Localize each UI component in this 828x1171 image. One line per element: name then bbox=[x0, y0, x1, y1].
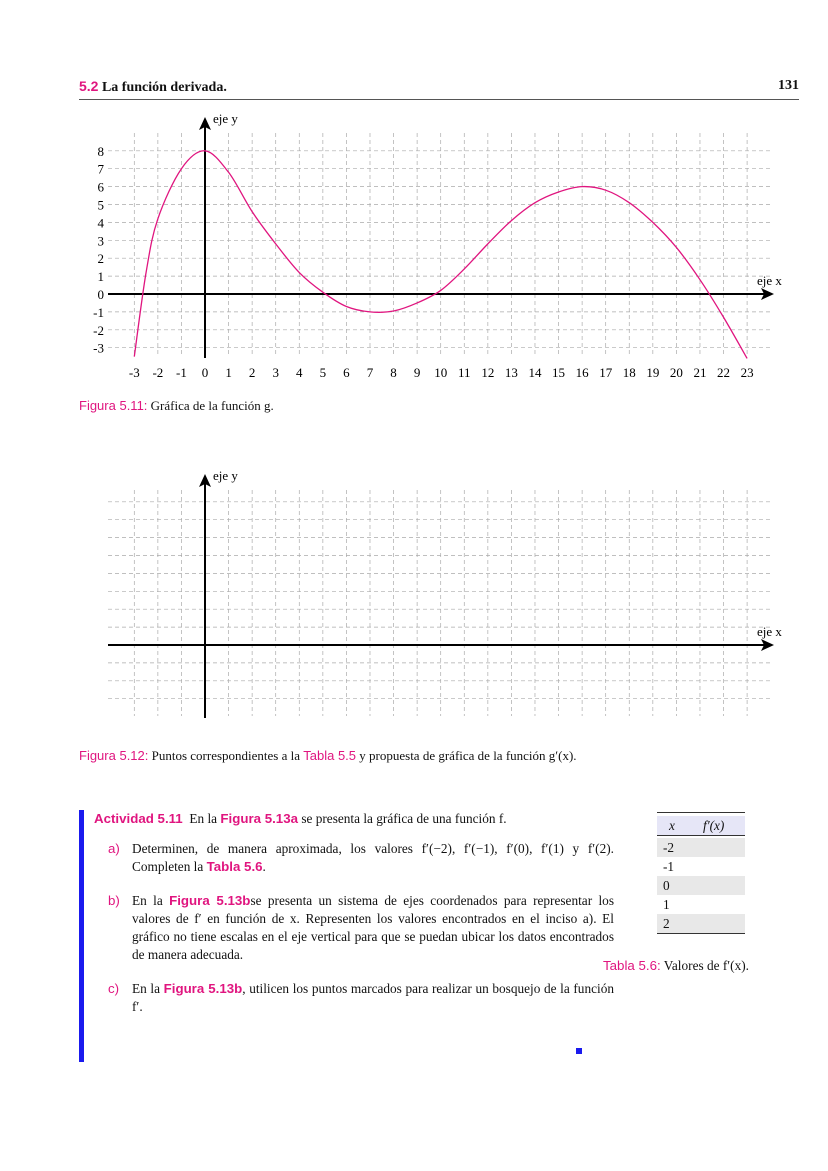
x-axis-arrow-icon bbox=[761, 639, 774, 651]
item-label: a) bbox=[108, 841, 120, 856]
table-header: x f′(x) bbox=[657, 816, 745, 836]
x-tick-label: 19 bbox=[646, 365, 659, 380]
activity-item: c) En la Figura 5.13b, utilicen los punto… bbox=[94, 980, 614, 1016]
x-tick-label: 11 bbox=[458, 365, 471, 380]
x-tick-label: -3 bbox=[129, 365, 140, 380]
caption-text: Puntos correspondientes a la bbox=[151, 748, 301, 763]
y-tick-label: 0 bbox=[98, 287, 105, 302]
y-tick-label: -2 bbox=[93, 323, 104, 338]
x-tick-label: 16 bbox=[576, 365, 590, 380]
x-tick-label: 12 bbox=[481, 365, 494, 380]
item-label: b) bbox=[108, 893, 120, 908]
x-tick-label: 2 bbox=[249, 365, 256, 380]
function-g-curve bbox=[133, 150, 748, 359]
x-tick-label: 22 bbox=[717, 365, 730, 380]
activity-intro: Actividad 5.11 En la Figura 5.13a se pre… bbox=[94, 810, 614, 828]
y-tick-label: 5 bbox=[98, 198, 105, 213]
x-tick-label: 21 bbox=[693, 365, 706, 380]
x-tick-label: 0 bbox=[202, 365, 209, 380]
figure-label: Figura 5.11: bbox=[79, 398, 148, 413]
x-tick-label: 10 bbox=[434, 365, 447, 380]
y-axis-arrow-icon bbox=[199, 117, 211, 130]
y-tick-label: 7 bbox=[98, 162, 105, 177]
activity-title: Actividad 5.11 bbox=[94, 811, 183, 826]
col-x: x bbox=[669, 818, 675, 833]
text: . bbox=[262, 859, 266, 874]
table-row: -1 bbox=[663, 859, 675, 874]
figure-label: Figura 5.12: bbox=[79, 748, 149, 763]
section-number: 5.2 bbox=[79, 78, 99, 94]
x-tick-label: 15 bbox=[552, 365, 565, 380]
end-of-activity-mark bbox=[576, 1048, 582, 1054]
table-label: Tabla 5.6: bbox=[603, 958, 661, 973]
x-tick-label: 6 bbox=[343, 365, 350, 380]
figure-empty-axes: eje x eje y bbox=[108, 468, 782, 718]
activity-item: b) En la Figura 5.13bse presenta un siste… bbox=[94, 892, 614, 964]
text: En la bbox=[132, 893, 163, 908]
caption-text: Valores de f′(x). bbox=[663, 958, 750, 973]
text: , utilicen los puntos marcados para real… bbox=[132, 981, 614, 1014]
y-tick-label: -1 bbox=[93, 305, 104, 320]
activity-box: Actividad 5.11 En la Figura 5.13a se pre… bbox=[79, 810, 614, 1062]
ref-link[interactable]: Tabla 5.6 bbox=[206, 859, 263, 874]
text: En la bbox=[132, 981, 160, 996]
ref-link[interactable]: Figura 5.13b bbox=[163, 981, 243, 996]
x-tick-label: 3 bbox=[272, 365, 279, 380]
text: se presenta la gráfica de una función f. bbox=[301, 811, 507, 826]
y-tick-label: -3 bbox=[93, 341, 104, 356]
x-tick-label: 7 bbox=[367, 365, 374, 380]
y-tick-label: 8 bbox=[98, 144, 105, 159]
x-axis-arrow-icon bbox=[761, 288, 774, 300]
col-fprime: f′(x) bbox=[703, 818, 725, 833]
table-row: -2 bbox=[657, 838, 745, 857]
text: se presenta un sistema de ejes coordenad… bbox=[132, 893, 614, 962]
y-tick-label: 3 bbox=[98, 233, 105, 248]
y-axis-label: eje y bbox=[213, 468, 238, 483]
y-axis-label: eje y bbox=[213, 111, 238, 126]
caption-text: y propuesta de gráfica de la función g′(… bbox=[359, 748, 577, 763]
x-tick-label: 18 bbox=[623, 365, 636, 380]
y-tick-label: 1 bbox=[98, 269, 105, 284]
x-tick-label: 4 bbox=[296, 365, 303, 380]
caption-text: Gráfica de la función g. bbox=[150, 398, 274, 413]
figure2-caption: Figura 5.12: Puntos correspondientes a l… bbox=[79, 748, 577, 764]
ref-link[interactable]: Figura 5.13b bbox=[169, 893, 251, 908]
x-tick-label: 1 bbox=[225, 365, 232, 380]
table-row: 1 bbox=[663, 897, 670, 912]
y-tick-label: 6 bbox=[98, 180, 105, 195]
item-label: c) bbox=[108, 981, 120, 996]
figure-ref-link[interactable]: Figura 5.13a bbox=[220, 811, 298, 826]
figure1-caption: Figura 5.11: Gráfica de la función g. bbox=[79, 398, 274, 414]
page-number: 131 bbox=[778, 78, 799, 93]
table-ref-link[interactable]: Tabla 5.5 bbox=[303, 748, 357, 763]
x-tick-label: 17 bbox=[599, 365, 613, 380]
activity-item: a) Determinen, de manera aproximada, los … bbox=[94, 840, 614, 876]
x-tick-label: 13 bbox=[505, 365, 518, 380]
text: En la bbox=[189, 811, 218, 826]
table-row: 2 bbox=[657, 914, 745, 933]
values-table: x f′(x) -2 -1 0 1 2 bbox=[657, 812, 745, 934]
x-tick-label: 9 bbox=[414, 365, 421, 380]
table-caption: Tabla 5.6: Valores de f′(x). bbox=[603, 958, 749, 974]
x-tick-label: -2 bbox=[152, 365, 163, 380]
text: Determinen, de manera aproximada, los va… bbox=[132, 841, 614, 874]
x-axis-label: eje x bbox=[757, 624, 782, 639]
x-tick-label: 5 bbox=[320, 365, 327, 380]
x-tick-label: -1 bbox=[176, 365, 187, 380]
y-tick-label: 2 bbox=[98, 251, 105, 266]
x-tick-label: 14 bbox=[528, 365, 542, 380]
x-tick-label: 8 bbox=[390, 365, 397, 380]
section-title: La función derivada. bbox=[101, 80, 227, 95]
running-header: 5.2 La función derivada. 131 bbox=[79, 78, 799, 100]
y-tick-label: 4 bbox=[98, 215, 105, 230]
x-tick-label: 20 bbox=[670, 365, 683, 380]
x-axis-label: eje x bbox=[757, 273, 782, 288]
y-axis-arrow-icon bbox=[199, 474, 211, 487]
x-tick-label: 23 bbox=[741, 365, 754, 380]
table-row: 0 bbox=[657, 876, 745, 895]
